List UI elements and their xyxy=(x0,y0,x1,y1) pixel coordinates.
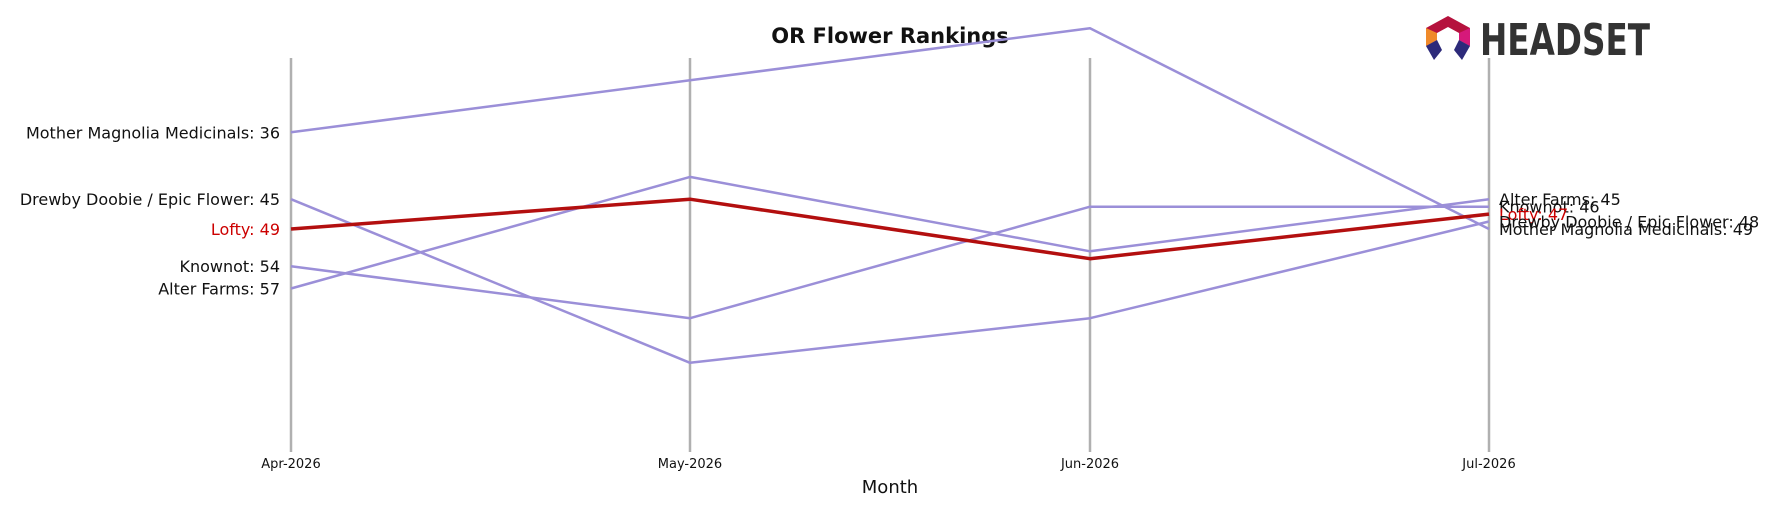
series-line-knownot xyxy=(290,205,1489,320)
left-rank-label: Mother Magnolia Medicinals: 36 xyxy=(26,123,280,142)
series-line-alter-farms xyxy=(290,175,1490,290)
right-rank-label: Lofty: 47 xyxy=(1499,205,1568,224)
series-lines xyxy=(290,27,1490,365)
right-rank-label: Knownot: 46 xyxy=(1499,198,1600,217)
headset-logo-text: HEADSET xyxy=(1480,15,1650,66)
left-rank-label: Lofty: 49 xyxy=(211,220,280,239)
x-tick-label: Jul-2026 xyxy=(1461,457,1515,472)
x-tick-labels: Apr-2026 May-2026 Jun-2026 Jul-2026 xyxy=(261,457,1515,472)
left-rank-labels: Mother Magnolia Medicinals: 36 Drewby Doo… xyxy=(20,123,280,298)
x-tick-label: May-2026 xyxy=(658,457,722,472)
left-rank-label: Drewby Doobie / Epic Flower: 45 xyxy=(20,190,280,209)
left-rank-label: Knownot: 54 xyxy=(179,257,280,276)
series-line-mother-magnolia-medicinals xyxy=(290,27,1490,231)
grid-lines xyxy=(289,58,1491,452)
headset-logo-mark-icon xyxy=(1426,16,1470,60)
right-rank-label: Mother Magnolia Medicinals: 49 xyxy=(1499,220,1753,239)
x-tick-label: Jun-2026 xyxy=(1060,457,1119,472)
series-line-drewby-doobie-epic-flower xyxy=(290,198,1490,365)
headset-logo: HEADSET xyxy=(1426,15,1650,66)
left-rank-label: Alter Farms: 57 xyxy=(158,280,280,299)
right-rank-label: Drewby Doobie / Epic Flower: 48 xyxy=(1499,213,1759,232)
right-rank-label: Alter Farms: 45 xyxy=(1499,190,1621,209)
series-line-lofty xyxy=(290,197,1490,261)
x-tick-label: Apr-2026 xyxy=(261,457,320,472)
x-axis-label: Month xyxy=(862,477,918,498)
